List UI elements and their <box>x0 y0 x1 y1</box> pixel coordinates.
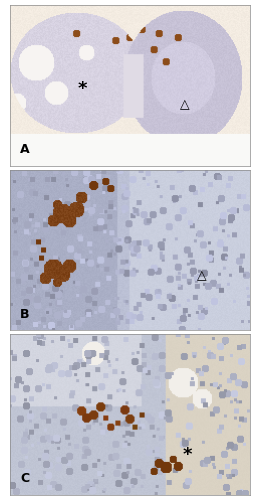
Text: *: * <box>183 446 192 464</box>
Text: B: B <box>20 308 29 320</box>
Text: C: C <box>20 472 29 486</box>
Text: △: △ <box>180 98 190 111</box>
Text: A: A <box>20 143 30 156</box>
Text: △: △ <box>197 269 207 282</box>
Text: *: * <box>77 80 87 98</box>
